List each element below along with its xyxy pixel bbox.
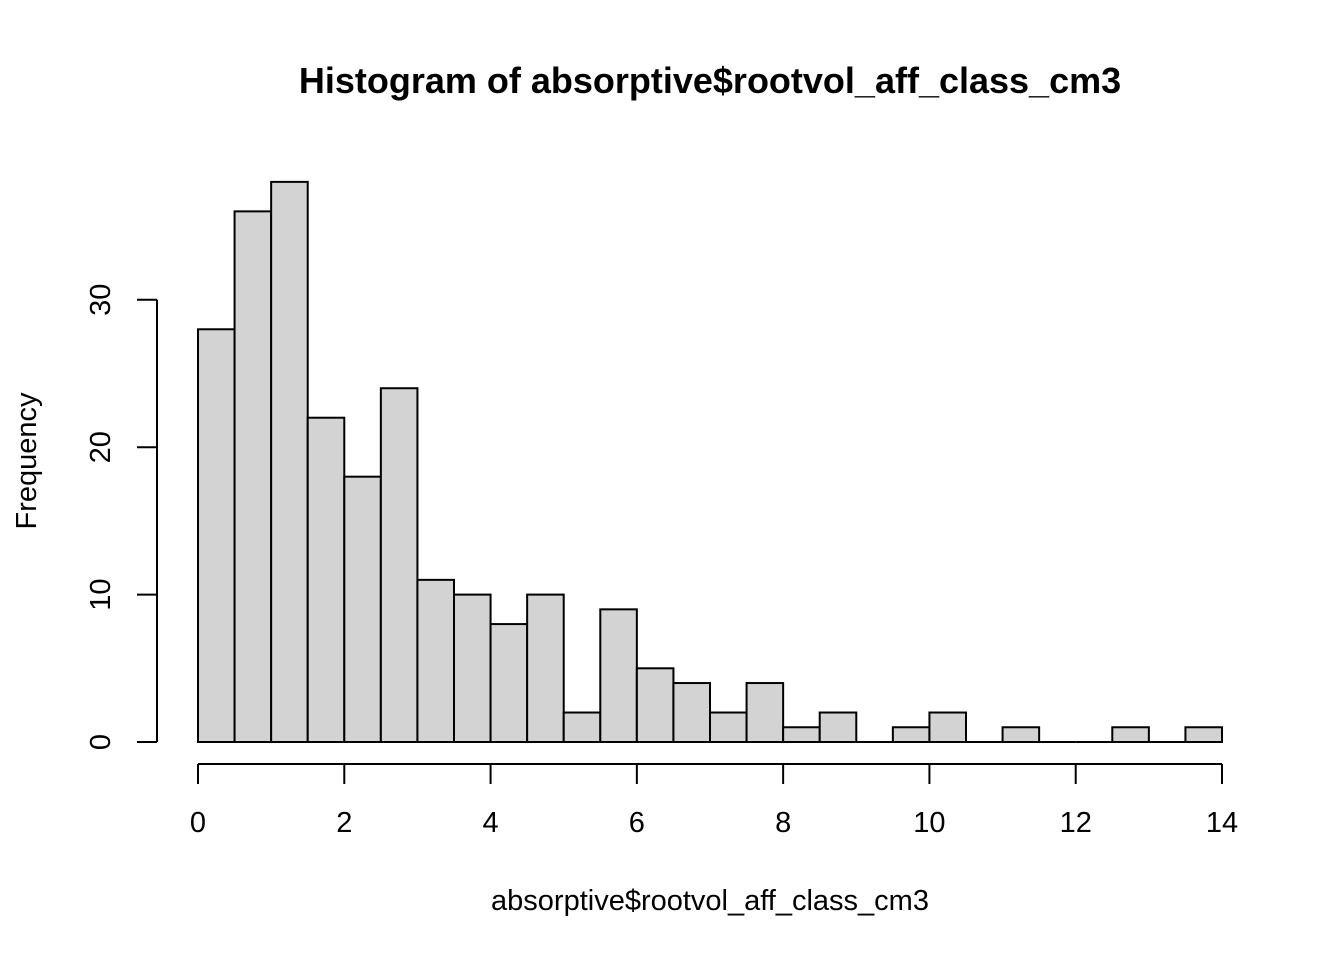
histogram-bar: [197, 328, 236, 743]
bars-group: [197, 180, 1224, 744]
histogram-bar: [672, 682, 712, 743]
histogram-bar: [599, 608, 638, 744]
histogram-bar: [745, 682, 785, 743]
x-tick-label: 14: [1206, 807, 1238, 839]
x-tick-label: 10: [913, 807, 945, 839]
histogram-bar: [489, 623, 529, 744]
x-tick-label: 12: [1060, 807, 1092, 839]
x-axis-label: absorptive$rootvol_aff_class_cm3: [491, 885, 929, 917]
histogram-bar: [416, 578, 455, 743]
x-tick-label: 0: [190, 807, 206, 839]
histogram-bar: [526, 593, 565, 743]
y-tick-label: 10: [85, 578, 117, 610]
x-tick-label: 2: [336, 807, 352, 839]
histogram-bar: [1111, 726, 1150, 744]
y-tick-label: 20: [85, 431, 117, 463]
histogram-bar: [453, 593, 492, 743]
histogram-bar: [379, 387, 419, 743]
histogram-bar: [270, 180, 309, 743]
histogram-bar: [782, 726, 821, 744]
x-tick-label: 6: [629, 807, 645, 839]
histogram-bar: [343, 475, 382, 743]
x-tick-label: 8: [775, 807, 791, 839]
y-tick-label: 0: [85, 734, 117, 750]
x-axis: 0 2 4 6 8 10 12 14: [190, 763, 1238, 839]
histogram-bar: [1184, 726, 1224, 744]
histogram-bar: [928, 711, 968, 744]
chart-title: Histogram of absorptive$rootvol_aff_clas…: [299, 60, 1121, 101]
histogram-bar: [233, 210, 273, 744]
histogram-bar: [306, 416, 346, 743]
y-axis: 0 10 20 30: [85, 284, 158, 750]
histogram-bar: [1001, 726, 1041, 744]
histogram-bar: [818, 711, 858, 744]
y-tick-label: 30: [85, 284, 117, 316]
x-tick-label: 4: [483, 807, 499, 839]
y-axis-label: Frequency: [11, 392, 43, 530]
histogram-bar: [891, 726, 931, 744]
histogram-bar: [562, 711, 602, 744]
histogram-bar: [709, 711, 748, 744]
histogram-bar: [635, 667, 675, 743]
